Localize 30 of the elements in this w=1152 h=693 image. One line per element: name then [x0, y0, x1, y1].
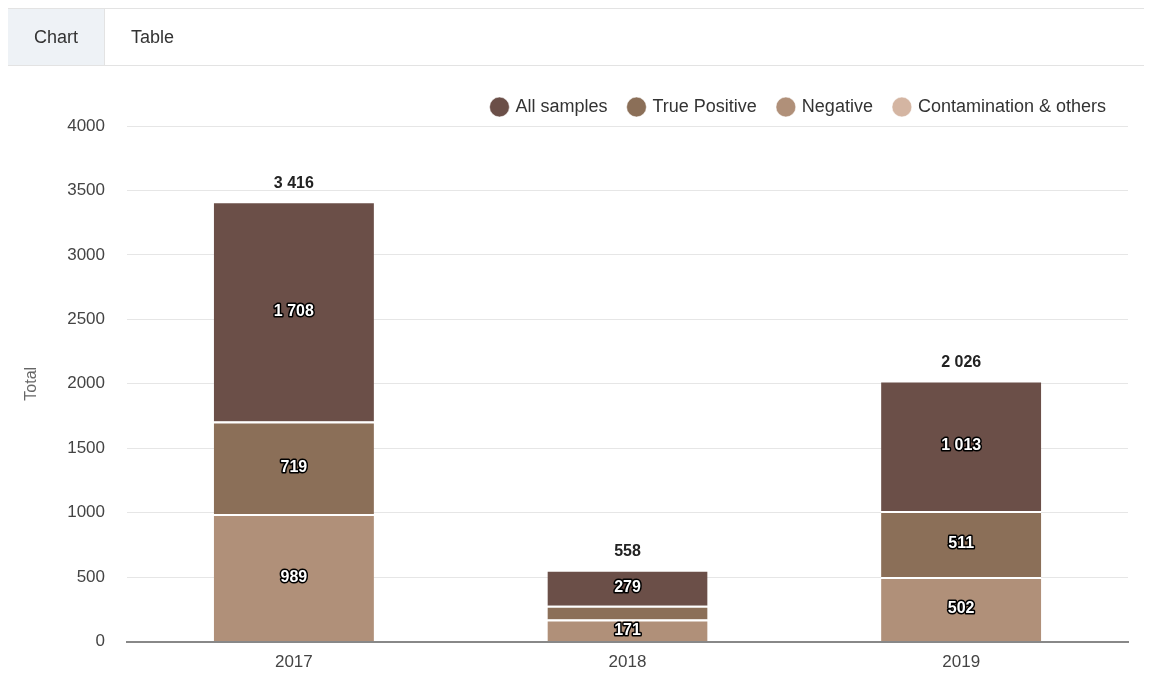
- legend-label: True Positive: [652, 95, 757, 116]
- y-tick-label: 0: [95, 631, 106, 651]
- y-tick-label: 3000: [67, 244, 106, 264]
- data-label: 1 013: [941, 436, 982, 454]
- total-label: 558: [614, 542, 641, 560]
- y-tick-label: 1000: [67, 502, 106, 522]
- total-label: 2 026: [941, 352, 982, 370]
- x-tick-label: 2018: [608, 652, 647, 672]
- legend-label: Negative: [801, 95, 873, 116]
- data-label: 279: [614, 578, 641, 596]
- y-tick-label: 3500: [67, 180, 106, 200]
- y-tick-label: 1500: [67, 437, 106, 457]
- data-label: 1 708: [273, 301, 314, 319]
- legend-label: All samples: [515, 95, 608, 116]
- x-tick-label: 2017: [274, 652, 313, 672]
- data-label: 502: [947, 599, 975, 617]
- text: Chart: [8, 9, 106, 65]
- legend-label: Contamination & others: [917, 95, 1107, 116]
- total-label: 3 416: [273, 173, 314, 191]
- x-tick-label: 2019: [942, 652, 981, 672]
- text: Table: [130, 26, 176, 49]
- y-tick-label: 2500: [67, 309, 106, 329]
- data-label: 719: [280, 458, 308, 476]
- data-label: 171: [614, 620, 641, 638]
- y-tick-label: 2000: [67, 373, 106, 393]
- y-axis-title: Total: [22, 366, 40, 401]
- y-tick-label: 4000: [67, 115, 106, 135]
- data-label: 989: [280, 568, 308, 586]
- data-label: 511: [948, 534, 975, 552]
- y-tick-label: 500: [76, 566, 106, 586]
